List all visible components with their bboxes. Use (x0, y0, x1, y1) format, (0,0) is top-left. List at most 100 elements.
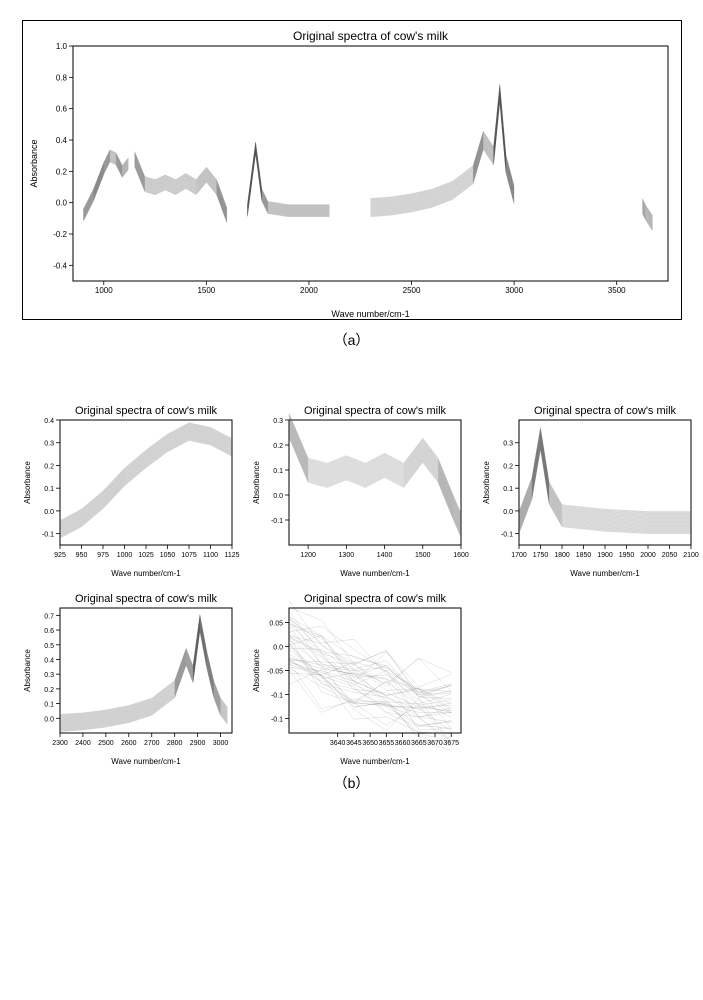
small-chart-5: Original spectra of cow's milk Wave numbe… (249, 588, 470, 768)
svg-text:0.4: 0.4 (55, 136, 67, 145)
svg-text:1900: 1900 (597, 552, 613, 559)
svg-text:-0.1: -0.1 (271, 693, 283, 700)
svg-text:0.2: 0.2 (55, 167, 67, 176)
svg-text:2300: 2300 (52, 740, 68, 747)
svg-text:0.0: 0.0 (55, 199, 67, 208)
small-charts-grid: Original spectra of cow's milk Wave numbe… (20, 400, 700, 768)
svg-text:0.4: 0.4 (44, 418, 54, 425)
svg-text:1025: 1025 (138, 552, 154, 559)
svg-text:3640: 3640 (330, 740, 346, 747)
svg-text:1500: 1500 (197, 286, 215, 295)
svg-text:Absorbance: Absorbance (252, 461, 261, 504)
svg-text:0.1: 0.1 (274, 468, 284, 475)
svg-text:1000: 1000 (117, 552, 133, 559)
svg-text:0.0: 0.0 (274, 493, 284, 500)
svg-text:1500: 1500 (415, 552, 431, 559)
svg-text:Wave number/cm-1: Wave number/cm-1 (111, 757, 181, 766)
svg-text:Wave number/cm-1: Wave number/cm-1 (331, 309, 409, 319)
svg-text:3500: 3500 (607, 286, 625, 295)
svg-text:2050: 2050 (661, 552, 677, 559)
svg-text:Original spectra of cow's milk: Original spectra of cow's milk (534, 405, 677, 417)
svg-text:0.3: 0.3 (44, 441, 54, 448)
svg-text:0.8: 0.8 (55, 73, 67, 82)
svg-text:-0.2: -0.2 (53, 230, 67, 239)
svg-text:0.1: 0.1 (44, 486, 54, 493)
svg-text:950: 950 (76, 552, 88, 559)
small-chart-2: Original spectra of cow's milk Wave numbe… (249, 400, 470, 580)
svg-text:2700: 2700 (144, 740, 160, 747)
svg-text:0.2: 0.2 (274, 443, 284, 450)
svg-text:-0.1: -0.1 (42, 532, 54, 539)
svg-text:1300: 1300 (339, 552, 355, 559)
caption-b: （b） (20, 773, 683, 793)
svg-text:3000: 3000 (505, 286, 523, 295)
svg-text:3000: 3000 (213, 740, 229, 747)
svg-text:Original spectra of cow's milk: Original spectra of cow's milk (304, 405, 447, 417)
svg-text:2600: 2600 (121, 740, 137, 747)
svg-text:1400: 1400 (377, 552, 393, 559)
svg-text:-0.1: -0.1 (271, 717, 283, 724)
small-chart-4: Original spectra of cow's milk Wave numbe… (20, 588, 241, 768)
svg-text:0.4: 0.4 (44, 657, 54, 664)
svg-text:0.1: 0.1 (44, 702, 54, 709)
svg-text:3650: 3650 (363, 740, 379, 747)
svg-text:1125: 1125 (224, 552, 239, 559)
small-chart-1: Original spectra of cow's milk Wave numbe… (20, 400, 241, 580)
svg-text:1050: 1050 (160, 552, 176, 559)
svg-text:Original spectra of cow's milk: Original spectra of cow's milk (304, 593, 447, 605)
svg-text:1850: 1850 (575, 552, 591, 559)
svg-text:2800: 2800 (167, 740, 183, 747)
svg-text:1075: 1075 (181, 552, 197, 559)
caption-a: （a） (20, 330, 683, 350)
svg-text:1000: 1000 (94, 286, 112, 295)
svg-text:0.3: 0.3 (44, 672, 54, 679)
svg-text:-0.4: -0.4 (53, 261, 67, 270)
svg-text:2500: 2500 (402, 286, 420, 295)
svg-text:1600: 1600 (454, 552, 470, 559)
svg-text:-0.1: -0.1 (271, 518, 283, 525)
svg-text:Absorbance: Absorbance (29, 139, 39, 187)
svg-text:0.5: 0.5 (44, 643, 54, 650)
svg-text:Original spectra of cow's milk: Original spectra of cow's milk (75, 405, 218, 417)
svg-text:1700: 1700 (511, 552, 527, 559)
svg-text:0.7: 0.7 (44, 613, 54, 620)
svg-text:0.6: 0.6 (55, 105, 67, 114)
svg-text:0.1: 0.1 (503, 486, 513, 493)
svg-text:2500: 2500 (98, 740, 114, 747)
svg-text:Absorbance: Absorbance (23, 649, 32, 692)
svg-text:1.0: 1.0 (55, 42, 67, 51)
svg-text:0.0: 0.0 (44, 509, 54, 516)
svg-text:0.05: 0.05 (270, 620, 284, 627)
svg-text:0.3: 0.3 (503, 441, 513, 448)
svg-text:Wave number/cm-1: Wave number/cm-1 (111, 569, 181, 578)
svg-text:1800: 1800 (554, 552, 570, 559)
svg-text:Wave number/cm-1: Wave number/cm-1 (341, 569, 411, 578)
svg-text:2100: 2100 (683, 552, 699, 559)
svg-text:2900: 2900 (190, 740, 206, 747)
svg-text:2000: 2000 (300, 286, 318, 295)
svg-text:2400: 2400 (75, 740, 91, 747)
svg-text:0.2: 0.2 (44, 463, 54, 470)
svg-text:1750: 1750 (532, 552, 548, 559)
svg-text:925: 925 (54, 552, 66, 559)
svg-text:0.0: 0.0 (503, 509, 513, 516)
svg-text:1200: 1200 (301, 552, 317, 559)
svg-text:975: 975 (97, 552, 109, 559)
svg-text:Absorbance: Absorbance (482, 461, 491, 504)
svg-text:-0.1: -0.1 (501, 532, 513, 539)
svg-text:3660: 3660 (395, 740, 411, 747)
svg-text:Absorbance: Absorbance (23, 461, 32, 504)
svg-text:Absorbance: Absorbance (252, 649, 261, 692)
main-spectrum-chart: Original spectra of cow's milk Wave numbe… (22, 20, 682, 320)
svg-text:0.3: 0.3 (274, 418, 284, 425)
svg-text:1100: 1100 (203, 552, 218, 559)
main-chart-svg: Original spectra of cow's milk Wave numbe… (23, 21, 683, 321)
svg-text:1950: 1950 (618, 552, 634, 559)
svg-text:-0.05: -0.05 (267, 669, 283, 676)
svg-text:Original spectra of cow's milk: Original spectra of cow's milk (75, 593, 218, 605)
svg-text:Wave number/cm-1: Wave number/cm-1 (570, 569, 640, 578)
svg-text:Wave number/cm-1: Wave number/cm-1 (341, 757, 411, 766)
svg-text:Original spectra of cow's milk: Original spectra of cow's milk (292, 29, 448, 43)
svg-text:0.2: 0.2 (503, 463, 513, 470)
svg-text:3655: 3655 (379, 740, 395, 747)
